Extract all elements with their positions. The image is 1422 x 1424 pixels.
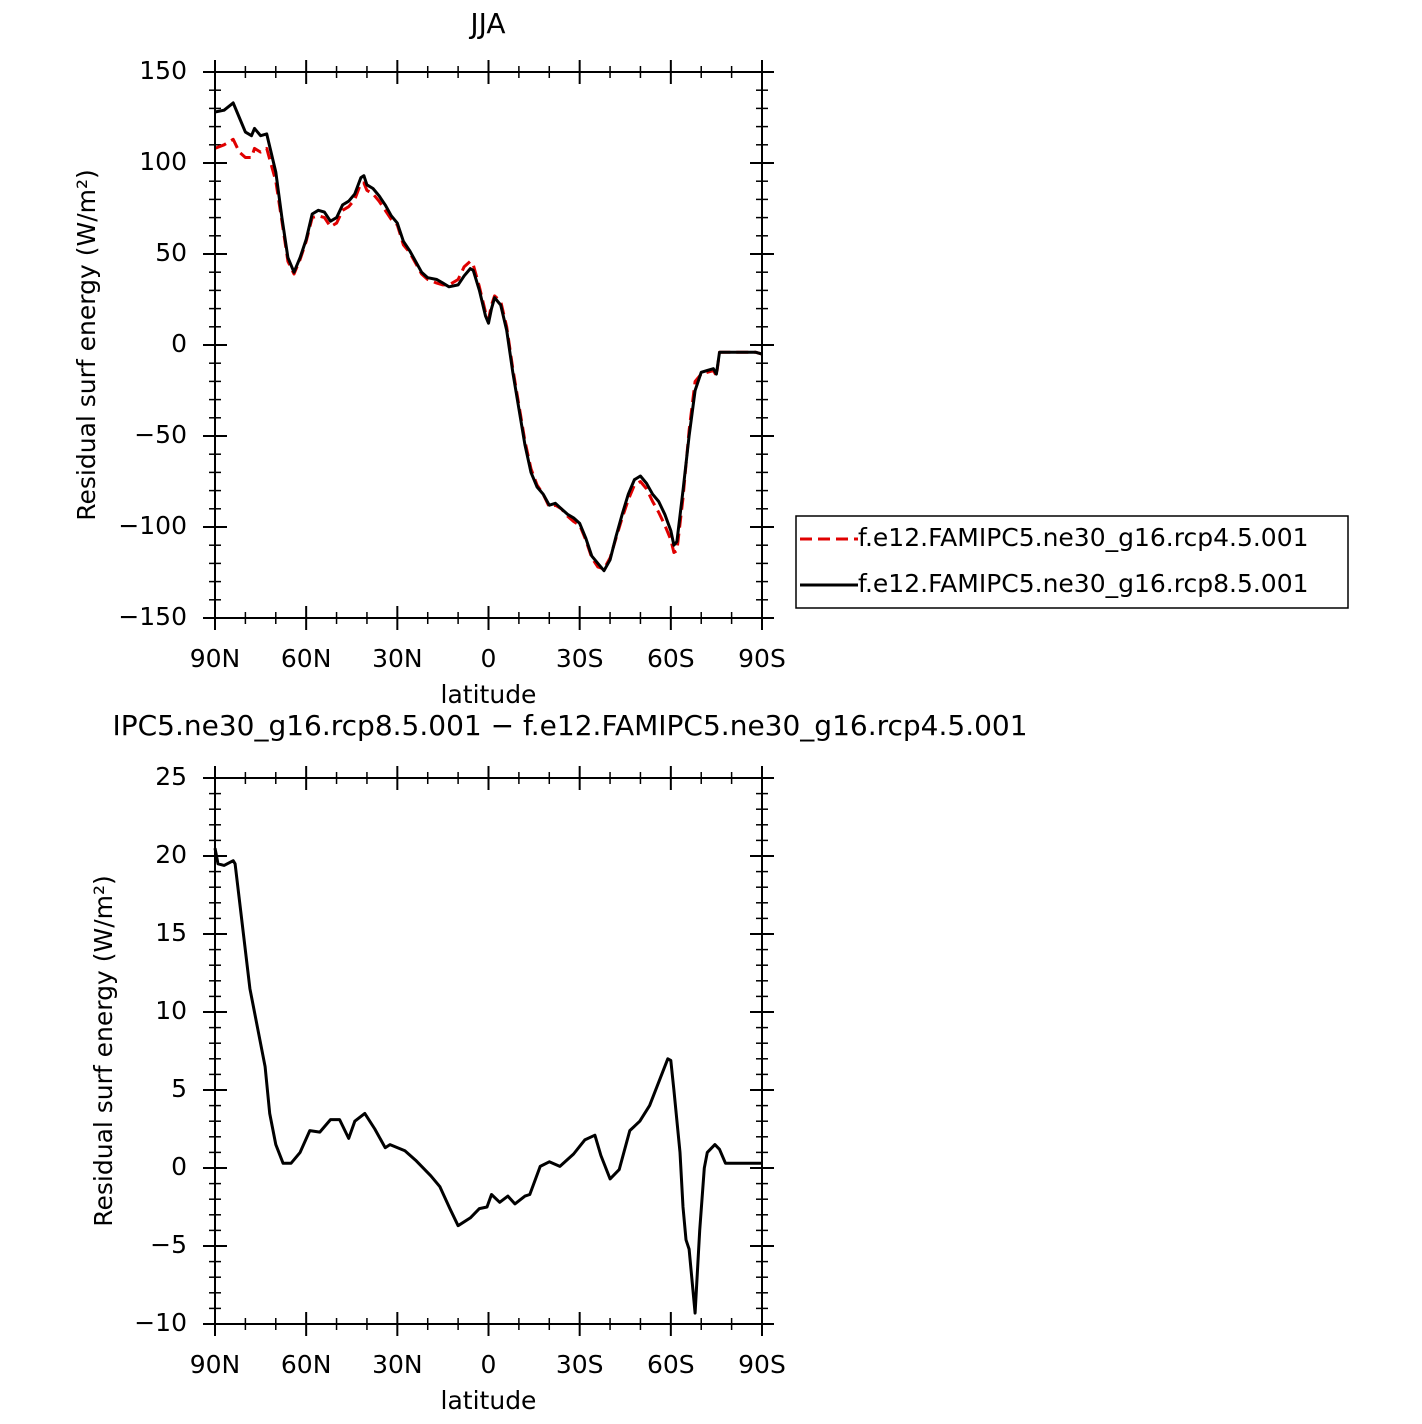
legend-label: f.e12.FAMIPC5.ne30_g16.rcp4.5.001 — [858, 523, 1309, 552]
y-tick-label: 10 — [155, 996, 187, 1025]
y-tick-label: −10 — [134, 1308, 187, 1337]
y-tick-label: −5 — [150, 1230, 187, 1259]
x-tick-label: 30S — [556, 1350, 604, 1379]
x-tick-label: 0 — [481, 1350, 497, 1379]
x-tick-label: 90S — [738, 1350, 786, 1379]
x-tick-label: 60N — [281, 1350, 332, 1379]
x-tick-label: 30N — [372, 644, 423, 673]
y-tick-label: 5 — [171, 1074, 187, 1103]
y-tick-label: 20 — [155, 840, 187, 869]
y-tick-label: −50 — [134, 420, 187, 449]
y-tick-label: 0 — [171, 1152, 187, 1181]
line-series — [213, 847, 762, 1315]
x-tick-label: 30S — [556, 644, 604, 673]
y-tick-label: 50 — [155, 238, 187, 267]
y-tick-label: 25 — [155, 762, 187, 791]
x-axis-label: latitude — [441, 680, 537, 709]
line-series — [214, 101, 763, 573]
y-tick-label: −100 — [118, 511, 187, 540]
y-tick-label: −150 — [118, 602, 187, 631]
y-tick-label: 100 — [139, 147, 187, 176]
y-tick-label: 150 — [139, 56, 187, 85]
x-tick-label: 90N — [190, 644, 241, 673]
x-tick-label: 30N — [372, 1350, 423, 1379]
chart-title: JJA — [468, 7, 505, 40]
chart-title: IPC5.ne30_g16.rcp8.5.001 − f.e12.FAMIPC5… — [112, 709, 1027, 742]
x-tick-label: 60S — [647, 1350, 695, 1379]
x-tick-label: 60N — [281, 644, 332, 673]
y-tick-label: 0 — [171, 329, 187, 358]
x-tick-label: 60S — [647, 644, 695, 673]
legend-label: f.e12.FAMIPC5.ne30_g16.rcp8.5.001 — [858, 569, 1309, 598]
y-tick-label: 15 — [155, 918, 187, 947]
x-tick-label: 0 — [481, 644, 497, 673]
legend-box — [795, 515, 1349, 609]
plot-frame — [214, 71, 763, 619]
plot-frame — [214, 777, 763, 1325]
y-axis-label: Residual surf energy (W/m²) — [72, 169, 101, 521]
x-tick-label: 90N — [190, 1350, 241, 1379]
x-tick-label: 90S — [738, 644, 786, 673]
x-axis-label: latitude — [441, 1386, 537, 1415]
y-axis-label: Residual surf energy (W/m²) — [89, 875, 118, 1227]
